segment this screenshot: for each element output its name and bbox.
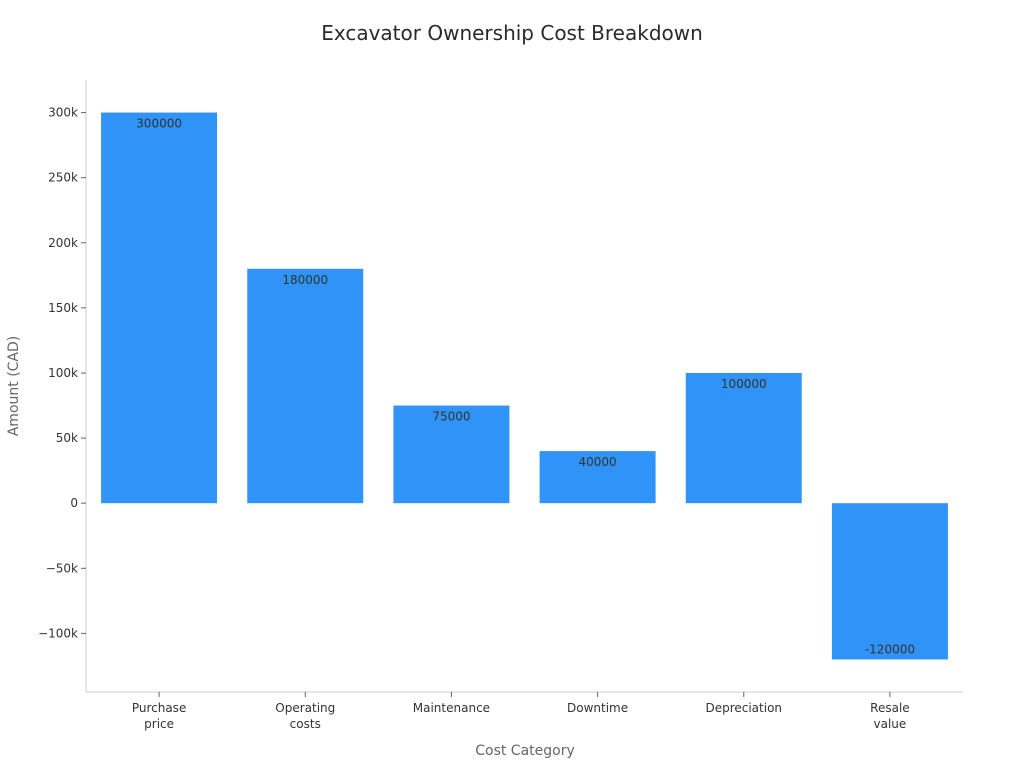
data-label: 100000 — [721, 377, 767, 391]
x-tick-label: Depreciation — [705, 701, 782, 715]
bar — [393, 405, 510, 504]
y-tick-label: 50k — [56, 431, 78, 445]
bar — [101, 112, 218, 504]
y-tick-label: 200k — [48, 236, 78, 250]
y-tick-label: 100k — [48, 366, 78, 380]
x-tick-label: Resale value — [870, 701, 910, 731]
bar — [685, 372, 802, 504]
data-label: 75000 — [432, 410, 470, 424]
data-label: 180000 — [282, 273, 328, 287]
y-tick-label: −100k — [38, 626, 78, 640]
chart-title: Excavator Ownership Cost Breakdown — [321, 21, 703, 45]
y-tick-label: 300k — [48, 106, 78, 120]
x-tick-label: Operating costs — [275, 701, 335, 731]
bar — [539, 451, 656, 504]
x-tick-label: Downtime — [567, 701, 628, 715]
y-tick-label: 250k — [48, 171, 78, 185]
x-tick-label: Maintenance — [413, 701, 490, 715]
bar — [831, 503, 948, 660]
x-tick-label: Purchase price — [132, 701, 187, 731]
data-label: -120000 — [865, 642, 915, 656]
y-axis-label: Amount (CAD) — [6, 336, 22, 437]
data-label: 40000 — [578, 455, 616, 469]
y-tick-label: −50k — [46, 561, 78, 575]
y-tick-label: 0 — [70, 496, 78, 510]
x-axis-label: Cost Category — [475, 743, 575, 759]
bar — [247, 268, 364, 504]
plot-area: 300k 250k 200k 150k 100k 50k 0 −50k −100k 300000 P… — [38, 80, 963, 731]
y-tick-label: 150k — [48, 301, 78, 315]
data-label: 300000 — [136, 117, 182, 131]
